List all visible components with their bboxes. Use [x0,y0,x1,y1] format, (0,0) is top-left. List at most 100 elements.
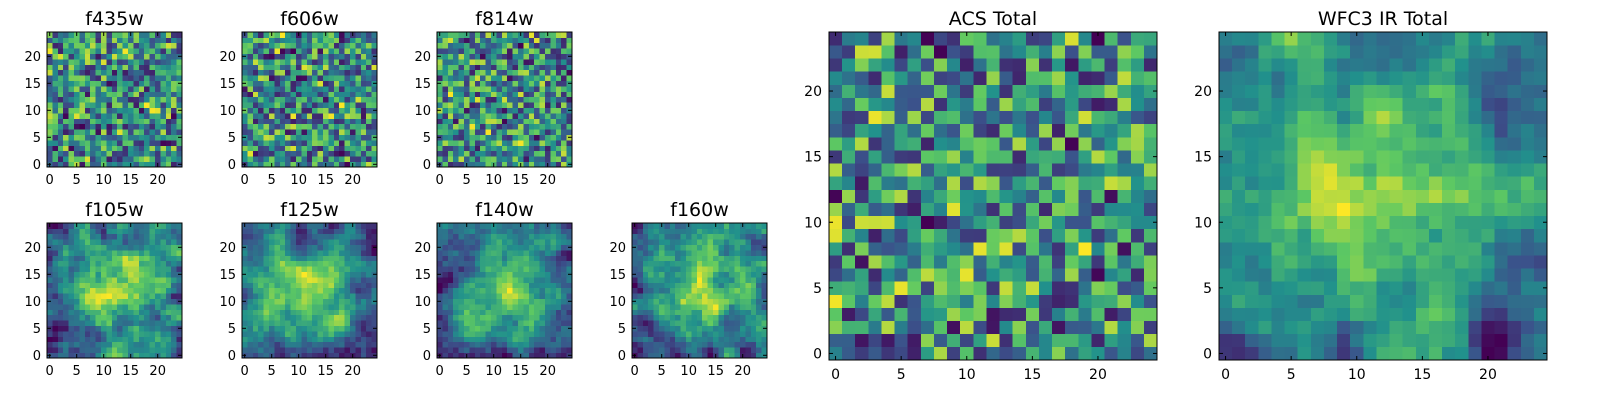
heatmap-cell [47,42,53,49]
heatmap-cell [907,150,922,164]
heatmap-cell [691,293,698,299]
heatmap-cell [138,250,145,256]
heatmap-cell [149,123,156,130]
heatmap-cell [561,80,567,87]
heatmap-cell [122,42,129,49]
heatmap-cell [642,309,649,316]
heatmap-cell [534,331,540,337]
heatmap-cell [501,266,508,272]
heatmap-cell [734,239,741,245]
heatmap-cell [285,341,291,348]
heatmap-cell [534,150,540,157]
heatmap-cell [1038,202,1053,217]
heatmap-cell [101,298,107,305]
heatmap-cell [1052,189,1066,203]
heatmap-cell [323,347,329,353]
heatmap-cell [328,347,335,353]
heatmap-cell [301,118,308,125]
heatmap-cell [258,69,264,76]
heatmap-cell [328,277,335,283]
heatmap-cell [274,48,281,54]
heatmap-cell [437,86,443,92]
heatmap-cell [566,266,573,272]
heatmap-cell [723,239,730,245]
heatmap-cell [79,129,86,135]
heatmap-cell [1117,241,1132,256]
heatmap-cell [474,325,481,332]
heatmap-cell [144,118,150,125]
heatmap-cell [47,293,53,299]
heatmap-cell [323,325,329,332]
heatmap-cell [474,244,481,251]
heatmap-cell [713,233,719,240]
heatmap-cell [458,282,465,289]
heatmap-cell [312,223,318,229]
heatmap-cell [355,347,362,353]
heatmap-cell [545,118,551,125]
heatmap-cell [960,307,974,321]
heatmap-cell [144,244,150,251]
heatmap-cell [95,80,102,87]
heatmap-cell [729,309,735,316]
heatmap-cell [312,129,318,135]
heatmap-cell [680,239,687,245]
heatmap-cell [545,282,551,289]
heatmap-cell [920,228,935,243]
heatmap-cell [442,239,449,245]
heatmap-cell [1078,320,1092,335]
heatmap-cell [68,266,75,272]
heatmap-cell [312,239,318,245]
heatmap-cell [57,239,64,245]
heatmap-cell [723,304,730,310]
heatmap-cell [252,298,259,305]
heatmap-cell [1052,346,1066,361]
heatmap-cell [165,255,172,262]
heatmap-cell [84,113,91,119]
heatmap-cell [312,123,318,130]
heatmap-cell [1104,281,1118,295]
heatmap-cell [328,37,335,44]
heatmap-cell [355,352,362,359]
heatmap-cell [95,228,102,235]
heatmap-cell [973,333,987,348]
heatmap-cell [133,260,140,267]
heatmap-cell [669,255,676,262]
heatmap-cell [750,282,757,289]
heatmap-cell [469,129,476,135]
heatmap-cell [691,277,698,283]
heatmap-cell [458,107,465,114]
heatmap-cell [1052,163,1066,177]
heatmap-cell [128,347,134,353]
heatmap-cell [301,336,308,343]
heatmap-cell [122,53,129,60]
heatmap-cell [1052,215,1066,230]
heatmap-cell [539,314,546,321]
heatmap-cell [675,331,681,337]
heatmap-cell [1025,294,1040,308]
heatmap-cell [133,86,140,92]
heatmap-cell [339,32,345,38]
heatmap-cell [545,150,551,157]
heatmap-cell [339,118,345,125]
heatmap-cell [680,282,687,289]
heatmap-cell [545,96,551,103]
heatmap-cell [539,145,546,152]
heatmap-cell [350,282,356,289]
heatmap-cell [252,331,259,337]
heatmap-cell [501,309,508,316]
heatmap-cell [252,156,259,162]
heatmap-cell [550,341,557,348]
heatmap-cell [442,271,449,278]
heatmap-cell [745,336,752,343]
heatmap-cell [296,118,302,125]
heatmap-cell [106,266,113,272]
heatmap-cell [252,80,259,87]
heatmap-cell [501,239,508,245]
heatmap-cell [111,145,118,152]
heatmap-cell [637,223,644,229]
heatmap-cell [165,298,172,305]
heatmap-cell [269,309,275,316]
heatmap-cell [740,233,746,240]
heatmap-cell [52,287,59,294]
heatmap-cell [750,233,757,240]
